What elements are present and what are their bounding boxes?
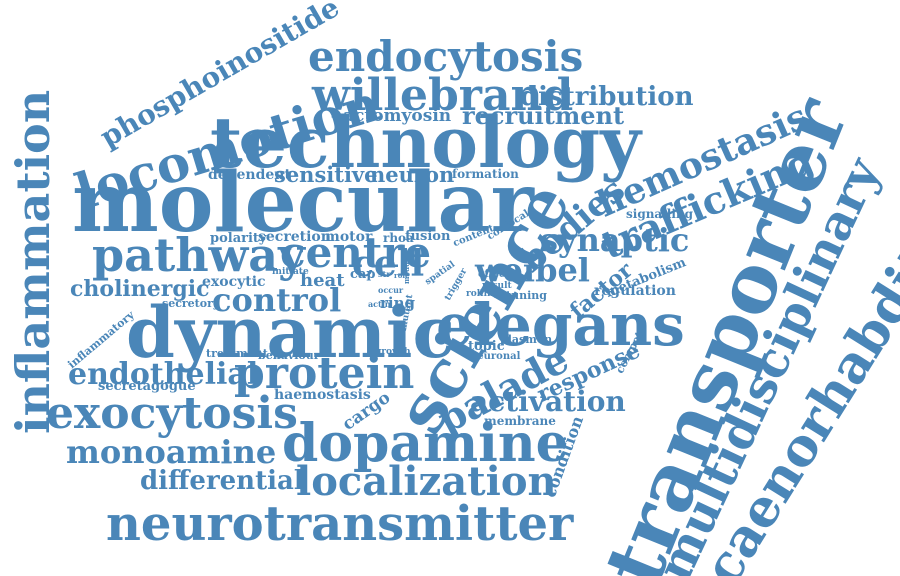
word-neurotransmitter: neurotransmitter xyxy=(106,496,574,552)
word-protein: protein xyxy=(234,348,415,399)
word-membrane: membrane xyxy=(484,414,556,428)
word-rhoa: rhoa xyxy=(383,231,414,245)
word-effect: effect xyxy=(478,269,510,280)
word-activation: activation xyxy=(470,385,626,418)
word-weibel: weibel xyxy=(475,251,590,289)
word-synaptic: synaptic xyxy=(540,221,690,259)
word-cholinergic: cholinergic xyxy=(70,276,210,302)
word-fusion: fusion xyxy=(405,229,451,244)
word-endothelial: endothelial xyxy=(68,357,259,392)
word-heat: heat xyxy=(300,270,345,291)
word-molecular: molecular xyxy=(72,155,534,251)
word-neuron: neuron xyxy=(370,162,455,187)
word-rolling: rolling xyxy=(466,289,500,299)
word-neuronal: neuronal xyxy=(470,351,521,362)
word-centre: centre xyxy=(280,228,432,277)
word-haemostasis: haemostasis xyxy=(274,387,371,403)
word-growth: growth xyxy=(375,347,411,357)
word-tuning: tuning xyxy=(506,289,547,302)
word-regulation: regulation xyxy=(594,283,676,299)
word-elegans: elegans xyxy=(436,291,685,359)
word-secretagogue: secretagogue xyxy=(98,379,196,394)
word-signalling: signalling xyxy=(626,207,693,221)
word-dependent: dependent xyxy=(208,167,291,183)
word-actin: actin xyxy=(368,299,391,309)
word-treatment: treatment xyxy=(206,347,268,360)
word-secretion: secretion xyxy=(258,229,331,245)
word-distribution: distribution xyxy=(520,82,694,112)
word-control: control xyxy=(212,281,342,319)
word-differential: differential xyxy=(140,466,304,496)
word-polarity: polarity xyxy=(210,231,267,246)
word-exocytosis: exocytosis xyxy=(46,388,298,439)
word-plasmon: plasmon xyxy=(500,333,553,346)
word-formation: formation xyxy=(452,167,519,181)
word-dopamine: dopamine xyxy=(282,413,569,474)
word-recruitment: recruitment xyxy=(462,101,625,130)
word-role: role xyxy=(394,271,410,280)
word-cell: cell xyxy=(352,243,425,285)
word-behaviour: behaviour xyxy=(258,349,320,362)
word-sensitive: sensitive xyxy=(274,162,378,187)
word-cap: cap xyxy=(350,267,376,282)
word-secretory: secretory xyxy=(162,297,220,310)
word-str: str xyxy=(378,269,391,279)
word-result: result xyxy=(482,281,512,291)
word-technology: technology xyxy=(210,101,641,184)
word-motor: motor xyxy=(325,229,373,245)
word-localization: localization xyxy=(296,458,557,505)
word-pathway: pathway xyxy=(92,228,305,282)
word-occur: occur xyxy=(378,285,404,295)
word-dynamic: dynamic xyxy=(126,291,456,374)
word-topic: topic xyxy=(468,339,505,354)
word-initiate: initiate xyxy=(272,267,309,277)
word-ring: ring xyxy=(380,294,415,312)
word-monoamine: monoamine xyxy=(66,433,277,471)
word-endocytosis: endocytosis xyxy=(308,32,584,81)
word-inflammation: inflammation xyxy=(6,89,60,434)
word-willebrand: willebrand xyxy=(312,70,574,121)
word-modular: modular xyxy=(402,251,411,284)
word-actomyosin: actomyosin xyxy=(343,106,452,126)
word-exocytic: exocytic xyxy=(202,274,266,290)
